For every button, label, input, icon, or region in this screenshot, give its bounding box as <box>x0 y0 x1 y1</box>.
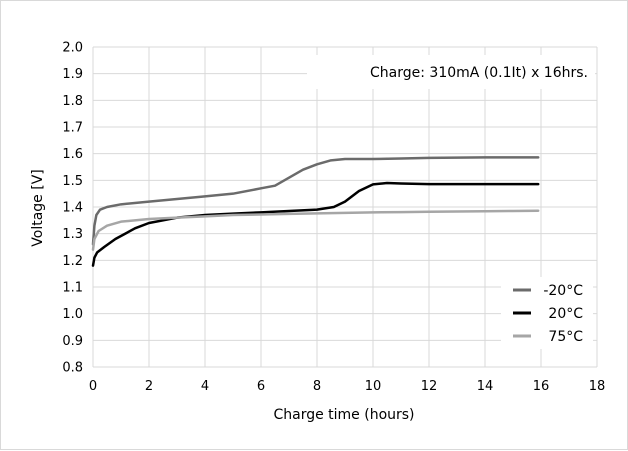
legend: -20°C 20°C 75°C <box>501 277 593 349</box>
y-tick-label: 1.9 <box>62 67 83 82</box>
x-tick-labels: 0 2 4 6 8 10 12 14 16 18 <box>89 379 605 394</box>
x-tick-label: 12 <box>421 379 438 394</box>
series-line-3 <box>91 209 540 251</box>
y-tick-label: 1.4 <box>62 201 83 216</box>
x-tick-label: 6 <box>257 379 265 394</box>
x-tick-label: 2 <box>145 379 153 394</box>
x-tick-label: 0 <box>89 379 97 394</box>
legend-label-1: -20°C <box>543 283 583 299</box>
x-tick-label: 10 <box>365 379 382 394</box>
y-tick-label: 1.7 <box>62 121 83 136</box>
series-layer <box>91 156 540 267</box>
x-tick-label: 14 <box>477 379 494 394</box>
y-tick-label: 1.3 <box>62 227 83 242</box>
y-tick-label: 1.2 <box>62 254 83 269</box>
y-tick-label: 1.1 <box>62 281 83 296</box>
y-tick-label: 0.8 <box>62 361 83 376</box>
x-tick-label: 8 <box>313 379 321 394</box>
y-tick-label: 1.8 <box>62 94 83 109</box>
series-line-2 <box>91 181 540 267</box>
y-tick-label: 1.0 <box>62 307 83 322</box>
charge-annotation: Charge: 310mA (0.1It) x 16hrs. <box>370 65 588 81</box>
annotation-box: Charge: 310mA (0.1It) x 16hrs. <box>307 55 595 89</box>
legend-label-3: 75°C <box>548 329 583 345</box>
y-tick-label: 2.0 <box>62 41 83 56</box>
y-tick-label: 0.9 <box>62 334 83 349</box>
y-tick-labels: 0.8 0.9 1.0 1.1 1.2 1.3 1.4 1.5 1.6 1.7 1.8 1.9 2.0 <box>62 41 83 376</box>
y-axis-title: Voltage [V] <box>30 169 46 246</box>
y-tick-label: 1.6 <box>62 147 83 162</box>
x-tick-label: 18 <box>589 379 606 394</box>
x-tick-label: 4 <box>201 379 209 394</box>
y-tick-label: 1.5 <box>62 174 83 189</box>
series-line-1 <box>91 156 540 246</box>
x-tick-label: 16 <box>533 379 550 394</box>
x-axis-title: Charge time (hours) <box>273 407 414 423</box>
legend-label-2: 20°C <box>548 306 583 322</box>
